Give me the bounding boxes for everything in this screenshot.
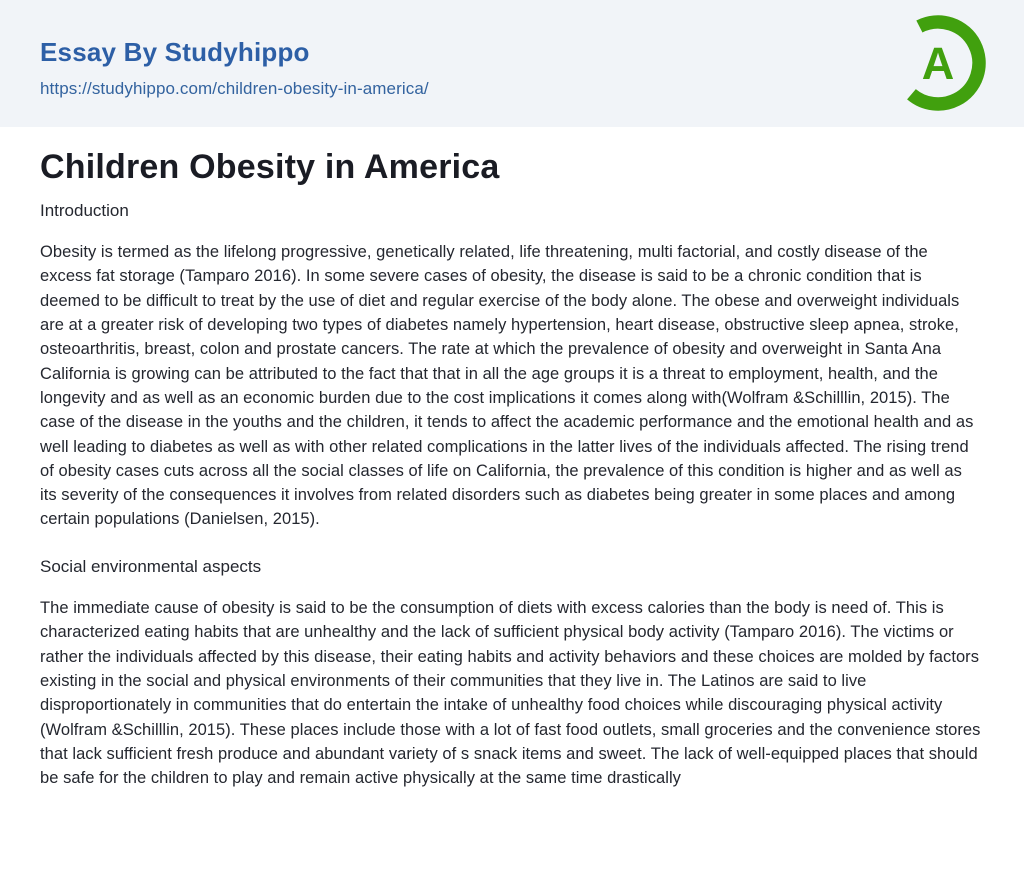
logo-letter: A — [922, 38, 955, 89]
article-content: Children Obesity in America Introduction… — [0, 127, 1024, 791]
section-heading-social-environmental-aspects: Social environmental aspects — [40, 556, 262, 576]
page-header: Essay By Studyhippo https://studyhippo.c… — [0, 0, 1024, 127]
studyhippo-logo: A — [890, 15, 986, 111]
site-title: Essay By Studyhippo — [40, 37, 310, 67]
paragraph-introduction: Obesity is termed as the lifelong progre… — [40, 243, 974, 529]
source-url-link[interactable]: https://studyhippo.com/children-obesity-… — [40, 78, 429, 98]
article-title: Children Obesity in America — [40, 148, 500, 186]
header-text-block: Essay By Studyhippo https://studyhippo.c… — [40, 38, 984, 99]
section-heading-introduction: Introduction — [40, 200, 129, 220]
logo-arc-stroke — [890, 15, 986, 111]
logo-arc-icon: A — [890, 15, 986, 111]
paragraph-social-environmental-aspects: The immediate cause of obesity is said t… — [40, 599, 981, 788]
